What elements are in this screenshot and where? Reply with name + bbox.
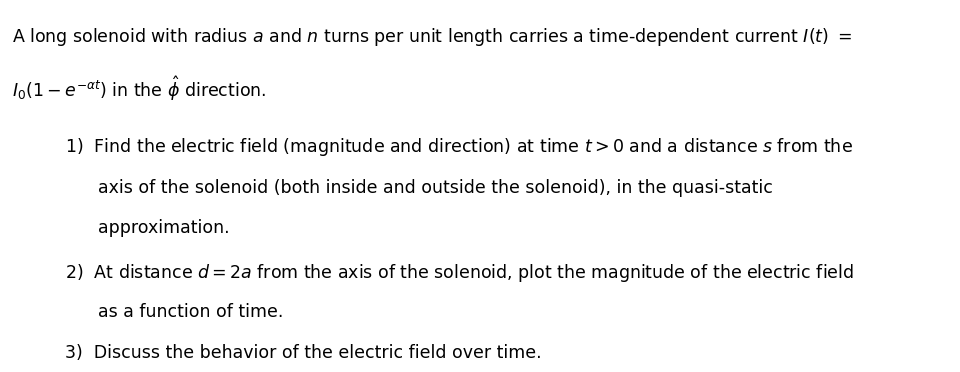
Text: 1)  Find the electric field (magnitude and direction) at time $t > 0$ and a dist: 1) Find the electric field (magnitude an… — [65, 136, 853, 158]
Text: as a function of time.: as a function of time. — [98, 303, 283, 321]
Text: approximation.: approximation. — [98, 219, 229, 237]
Text: $I_0(1 - e^{-\alpha t})$ in the $\hat{\phi}$ direction.: $I_0(1 - e^{-\alpha t})$ in the $\hat{\p… — [12, 74, 267, 103]
Text: axis of the solenoid (both inside and outside the solenoid), in the quasi-static: axis of the solenoid (both inside and ou… — [98, 179, 773, 196]
Text: 3)  Discuss the behavior of the electric field over time.: 3) Discuss the behavior of the electric … — [65, 344, 541, 362]
Text: A long solenoid with radius $a$ and $n$ turns per unit length carries a time-dep: A long solenoid with radius $a$ and $n$ … — [12, 26, 852, 48]
Text: 2)  At distance $d = 2a$ from the axis of the solenoid, plot the magnitude of th: 2) At distance $d = 2a$ from the axis of… — [65, 262, 854, 284]
